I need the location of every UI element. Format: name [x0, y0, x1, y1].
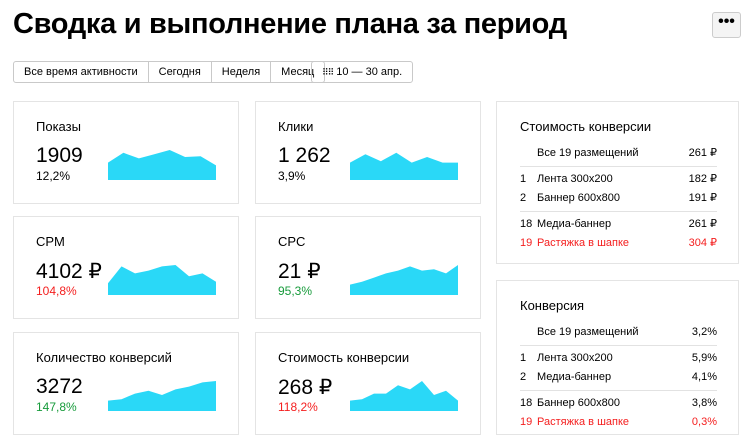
- placement-value: 261 ₽: [688, 147, 717, 159]
- sparkline: [108, 150, 216, 180]
- sparkline: [350, 381, 458, 411]
- placement-name: Медиа-баннер: [537, 218, 612, 230]
- metric-card[interactable]: CPM 4102 ₽ 104,8%: [13, 216, 239, 319]
- sparkline-area: [108, 381, 216, 411]
- rank: 2: [520, 371, 527, 383]
- placement-value: 0,3%: [691, 416, 717, 428]
- metric-card[interactable]: Количество конверсий 3272 147,8%: [13, 332, 239, 435]
- ranking-title: Стоимость конверсии: [520, 119, 652, 134]
- placement-value: 3,8%: [691, 397, 717, 409]
- placement-value: 191 ₽: [688, 192, 717, 204]
- rank: [520, 323, 537, 342]
- metric-card[interactable]: Клики 1 262 3,9%: [255, 101, 481, 204]
- metric-value: 21 ₽: [278, 260, 321, 283]
- period-week[interactable]: Неделя: [212, 62, 272, 82]
- metric-title: CPC: [278, 234, 306, 249]
- metric-title: Клики: [278, 119, 314, 134]
- ranking-row[interactable]: 2 Баннер 600x800 191 ₽: [520, 189, 717, 208]
- ranking-row[interactable]: Все 19 размещений 261 ₽: [520, 144, 717, 163]
- metric-value: 1 262: [278, 144, 331, 167]
- sparkline: [350, 265, 458, 295]
- period-month[interactable]: Месяц: [281, 66, 315, 78]
- ranking-title: Конверсия: [520, 298, 585, 313]
- ranking-row[interactable]: 1 Лента 300x200 5,9%: [520, 349, 717, 368]
- sparkline-area: [350, 265, 458, 295]
- ranking-row[interactable]: 1 Лента 300x200 182 ₽: [520, 170, 717, 189]
- divider: [520, 345, 717, 346]
- sparkline: [108, 381, 216, 411]
- metric-change: 3,9%: [278, 169, 306, 183]
- metric-title: Стоимость конверсии: [278, 350, 410, 365]
- ranking-row[interactable]: Все 19 размещений 3,2%: [520, 323, 717, 342]
- ranking-row[interactable]: 18 Медиа-баннер 261 ₽: [520, 215, 717, 234]
- rank: 18: [520, 218, 533, 230]
- ranking-row[interactable]: 2 Медиа-баннер 4,1%: [520, 368, 717, 387]
- metric-card[interactable]: Стоимость конверсии 268 ₽ 118,2%: [255, 332, 481, 435]
- placement-name: Баннер 600x800: [537, 192, 620, 204]
- placement-value: 3,2%: [691, 326, 717, 338]
- metric-change: 12,2%: [36, 169, 71, 183]
- placement-value: 182 ₽: [688, 173, 717, 185]
- metric-change: 147,8%: [36, 400, 77, 414]
- placement-name: Растяжка в шапке: [537, 416, 630, 428]
- ranking-row[interactable]: 18 Баннер 600x800 3,8%: [520, 394, 717, 413]
- rank: 1: [520, 352, 527, 364]
- date-range-label: 10 — 30 апр.: [336, 66, 403, 78]
- divider: [520, 166, 717, 167]
- divider: [520, 211, 717, 212]
- divider: [520, 390, 717, 391]
- period-selector: Все время активности Сегодня Неделя Меся…: [13, 61, 326, 83]
- placement-name: Растяжка в шапке: [537, 237, 630, 249]
- sparkline-area: [108, 265, 216, 295]
- placement-value: 261 ₽: [688, 218, 717, 230]
- rank: 18: [520, 397, 533, 409]
- period-all-time[interactable]: Все время активности: [14, 62, 149, 82]
- ranking-card: Конверсия Все 19 размещений 3,2% 1 Лента 300…: [496, 280, 739, 435]
- ranking-row[interactable]: 19 Растяжка в шапке 304 ₽: [520, 234, 717, 253]
- metric-value: 4102 ₽: [36, 260, 102, 283]
- metric-card[interactable]: CPC 21 ₽ 95,3%: [255, 216, 481, 319]
- ranking-card: Стоимость конверсии Все 19 размещений 261 …: [496, 101, 739, 264]
- placement-value: 304 ₽: [688, 237, 717, 249]
- placement-name: Лента 300x200: [537, 173, 613, 185]
- metric-title: Показы: [36, 119, 81, 134]
- placement-name: Все 19 размещений: [537, 147, 639, 159]
- placement-name: Медиа-баннер: [537, 371, 612, 383]
- sparkline-area: [350, 152, 458, 180]
- rank: 19: [520, 237, 533, 249]
- sparkline: [108, 265, 216, 295]
- sparkline-area: [108, 150, 216, 180]
- placement-name: Баннер 600x800: [537, 397, 620, 409]
- metric-card[interactable]: Показы 1909 12,2%: [13, 101, 239, 204]
- metric-title: CPM: [36, 234, 65, 249]
- metric-value: 3272: [36, 375, 83, 398]
- ranking-row[interactable]: 19 Растяжка в шапке 0,3%: [520, 413, 717, 432]
- rank: 19: [520, 416, 533, 428]
- rank: 1: [520, 173, 527, 185]
- page-title: Сводка и выполнение плана за период: [13, 8, 567, 40]
- placement-value: 4,1%: [691, 371, 717, 383]
- metric-change: 95,3%: [278, 284, 313, 298]
- rank: [520, 144, 537, 163]
- period-today[interactable]: Сегодня: [149, 62, 212, 82]
- rank: 2: [520, 192, 527, 204]
- placement-value: 5,9%: [691, 352, 717, 364]
- metric-change: 104,8%: [36, 284, 77, 298]
- more-button[interactable]: •••: [712, 12, 741, 38]
- date-range-button[interactable]: ⠿⠿ 10 — 30 апр.: [311, 61, 414, 83]
- metric-value: 268 ₽: [278, 376, 333, 399]
- sparkline-area: [350, 381, 458, 411]
- placement-name: Лента 300x200: [537, 352, 613, 364]
- calendar-icon: ⠿⠿: [322, 67, 334, 77]
- metric-title: Количество конверсий: [36, 350, 172, 365]
- metric-change: 118,2%: [278, 400, 318, 414]
- placement-name: Все 19 размещений: [537, 326, 639, 338]
- sparkline: [350, 152, 458, 180]
- metric-value: 1909: [36, 144, 83, 167]
